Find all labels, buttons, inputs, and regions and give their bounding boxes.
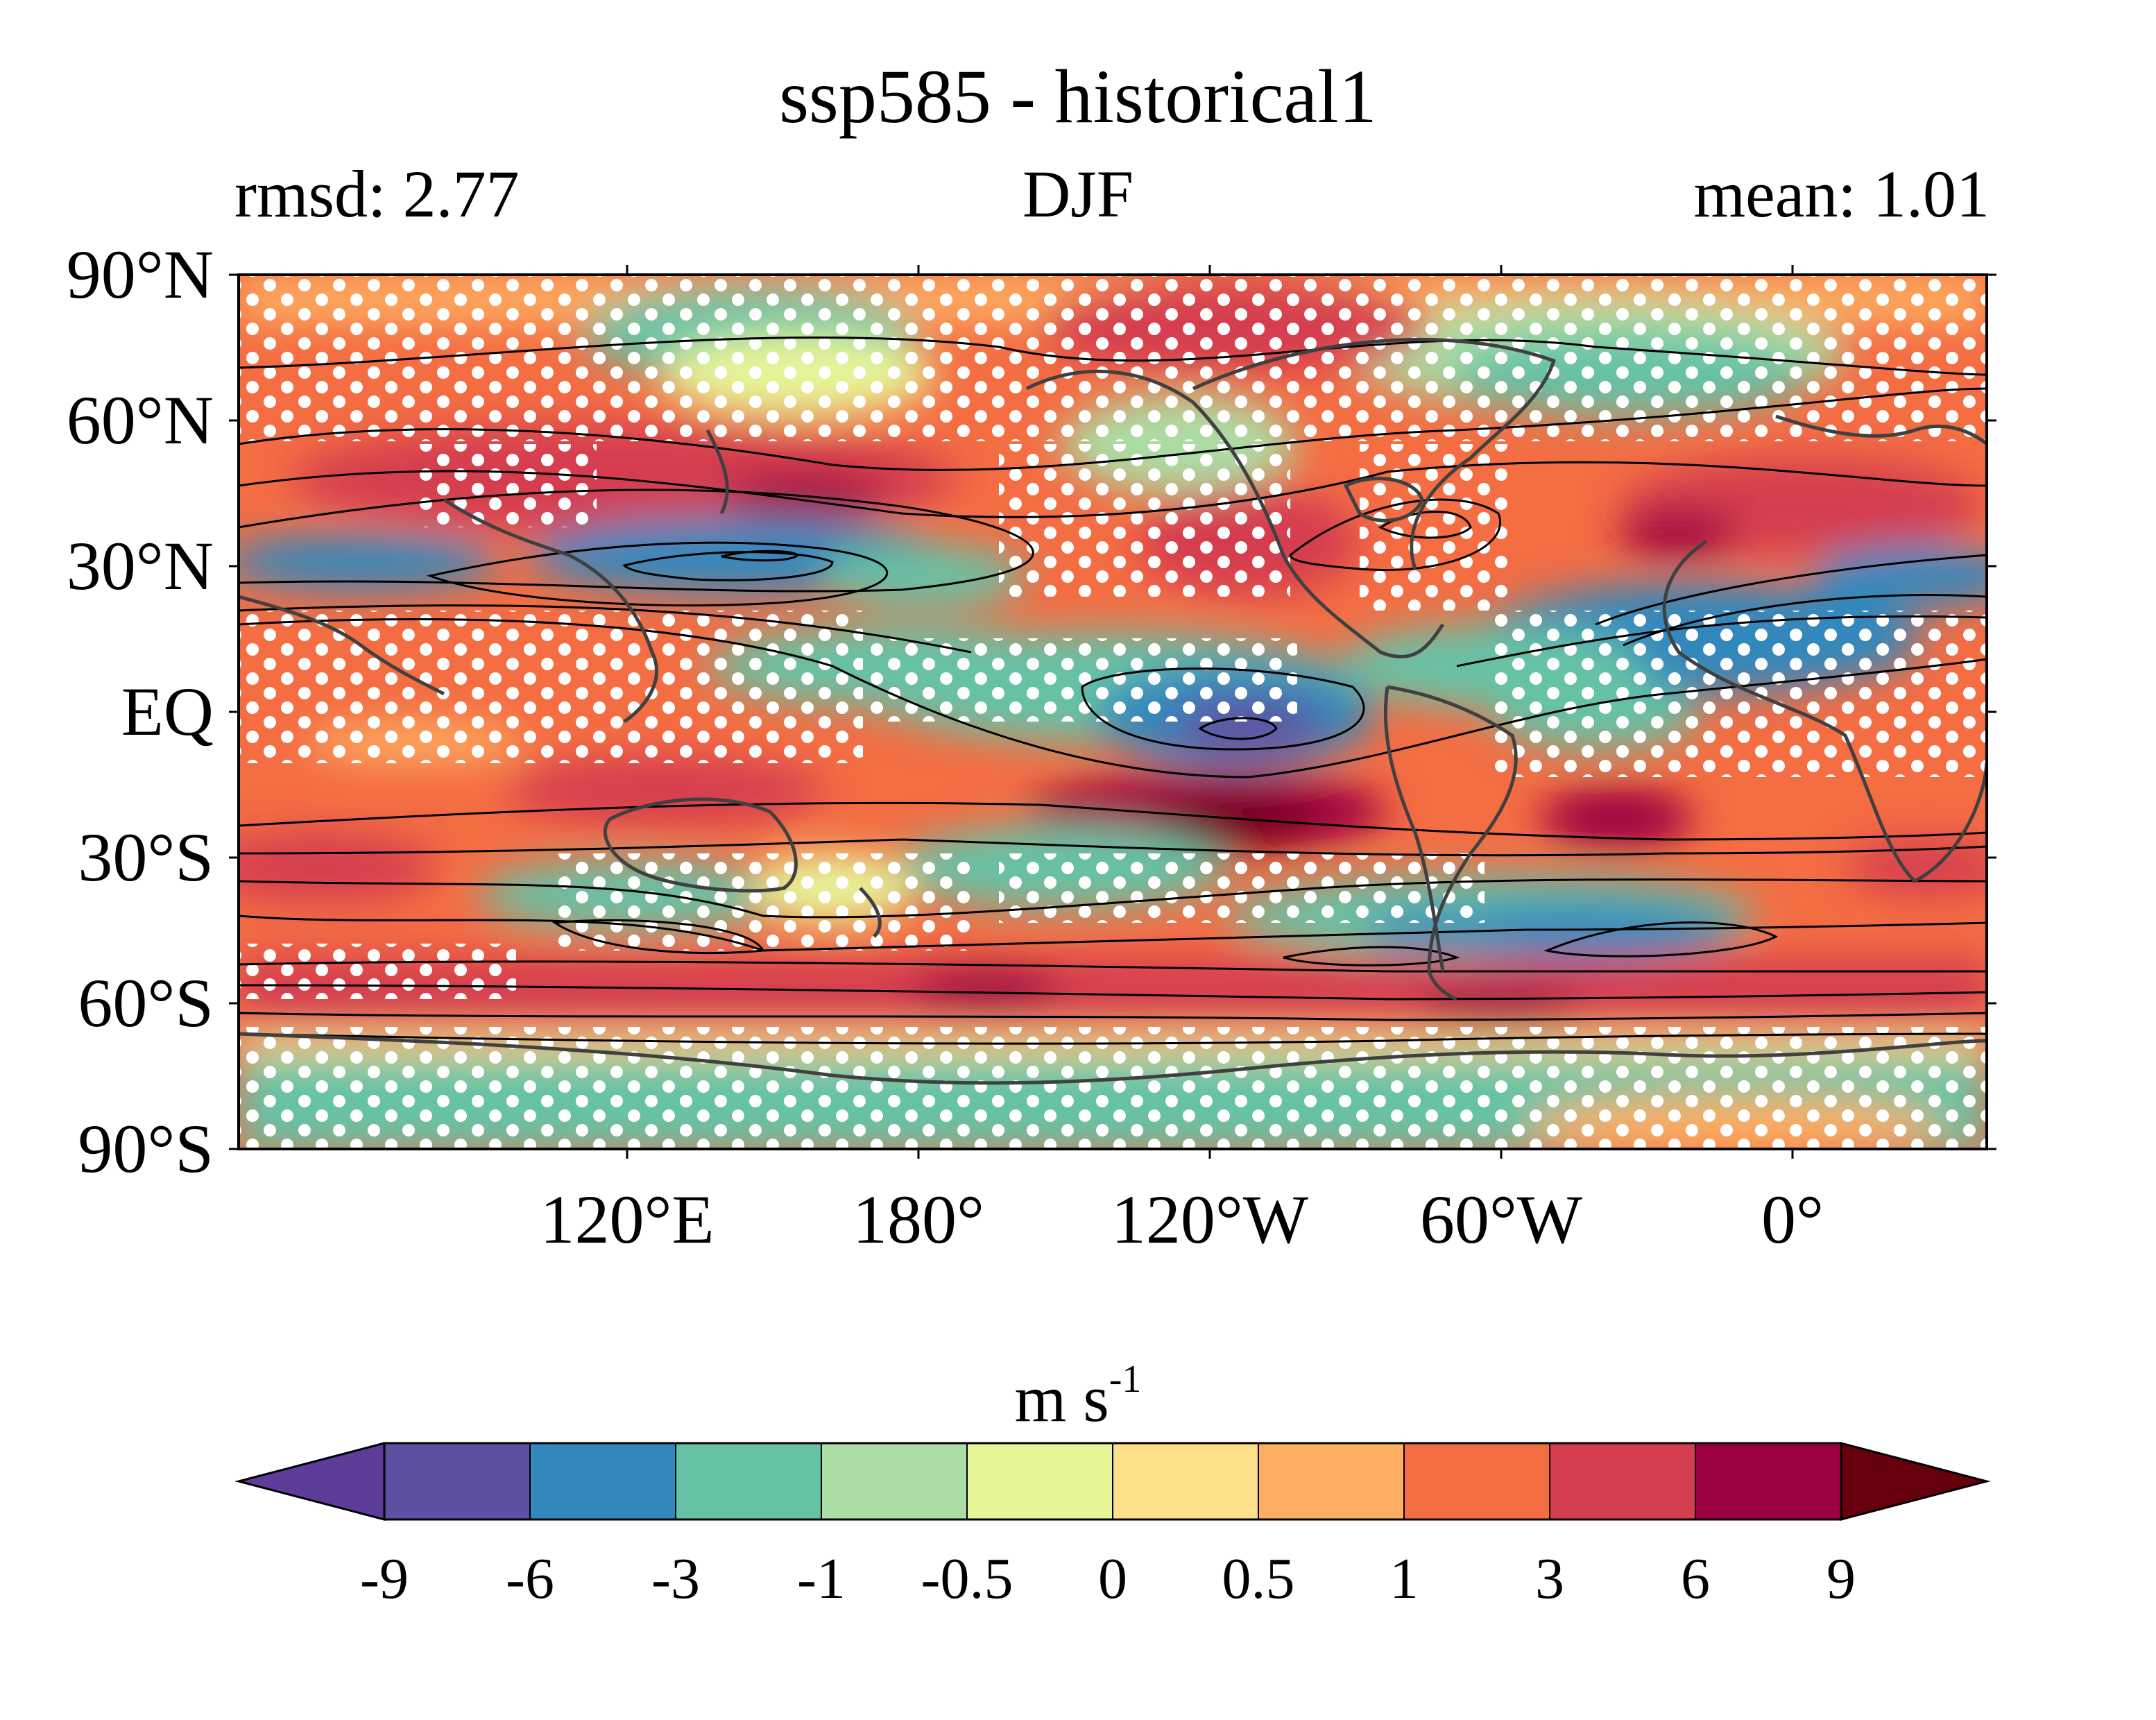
lat-label-60n: 60°N <box>66 382 214 459</box>
arabia-india-coast <box>239 595 445 696</box>
colorbar-bin <box>1113 1443 1258 1519</box>
lat-label-60s: 60°S <box>78 964 214 1041</box>
lon-label-0: 0° <box>1761 1181 1824 1258</box>
new-zealand-coast <box>859 887 882 938</box>
colorbar-tick-label: -6 <box>506 1547 554 1611</box>
antarctica-coast <box>239 1032 1987 1085</box>
east-asia-coast <box>443 497 658 724</box>
colorbar-extend-high <box>1840 1442 1991 1521</box>
colorbar-dividers <box>529 1443 1696 1519</box>
colorbar-bin <box>530 1443 676 1519</box>
season-label: DJF <box>1022 157 1134 231</box>
anomaly-blob <box>1811 545 1987 607</box>
lat-label-90s: 90°S <box>78 1110 214 1187</box>
colorbar-tick-label: 6 <box>1681 1547 1710 1611</box>
lat-label-eq: EQ <box>121 673 214 750</box>
colorbar-unit: m s-1 <box>0 1360 2156 1432</box>
climatology-contours <box>239 336 1987 1045</box>
colorbar-tick-label: 0.5 <box>1222 1547 1295 1611</box>
latitude-ticks <box>229 273 1996 1150</box>
lon-label-180: 180° <box>853 1181 984 1258</box>
colorbar-bin <box>1404 1443 1550 1519</box>
colorbar-bin <box>676 1443 821 1519</box>
canada-coast <box>1192 337 1556 570</box>
anomaly-blob <box>909 968 1061 1010</box>
africa-coast <box>1662 539 1987 883</box>
mean-label: mean: 1.01 <box>1693 157 1990 231</box>
colorbar-extend-low <box>234 1442 386 1521</box>
lat-label-30n: 30°N <box>66 527 214 604</box>
north-america-coast <box>1025 369 1445 658</box>
lon-label-120w: 120°W <box>1111 1181 1309 1258</box>
map-panel <box>239 275 1987 1149</box>
colorbar-bin <box>1258 1443 1404 1519</box>
coastlines <box>239 337 1987 1085</box>
rmsd-label: rmsd: 2.77 <box>234 157 520 231</box>
colorbar-unit-base: m s <box>1014 1361 1109 1436</box>
colorbar-tick-label: -3 <box>651 1547 700 1611</box>
anomaly-blob <box>1152 801 1318 843</box>
significance-stippling <box>239 275 1987 1149</box>
europe-coast <box>1775 414 1987 445</box>
japan-coast <box>705 429 729 515</box>
colorbar-bin <box>967 1443 1113 1519</box>
lat-label-30s: 30°S <box>78 819 214 896</box>
colorbar-bin <box>821 1443 967 1519</box>
hudson-bay-coast <box>1344 477 1424 522</box>
lon-label-120e: 120°E <box>540 1181 715 1258</box>
colorbar-unit-exponent: -1 <box>1109 1358 1142 1401</box>
anomaly-blob <box>506 756 825 826</box>
lat-label-90n: 90°N <box>66 236 214 313</box>
anomaly-blob <box>1616 510 1741 559</box>
colorbar <box>234 1442 1991 1521</box>
australia-coast <box>603 797 798 893</box>
colorbar-tick-label: 9 <box>1826 1547 1856 1611</box>
south-america-west-coast <box>1383 686 1445 972</box>
south-america-east-coast <box>1387 685 1518 1001</box>
anomaly-blob <box>1540 787 1693 850</box>
colorbar-tick-label: -1 <box>797 1547 846 1611</box>
colorbar-tick-label: -0.5 <box>921 1547 1013 1611</box>
colorbar-bin <box>1695 1443 1841 1519</box>
lon-label-60w: 60°W <box>1419 1181 1583 1258</box>
longitude-ticks <box>626 265 1794 1159</box>
anomaly-blob <box>239 833 437 902</box>
colorbar-tick-label: 0 <box>1098 1547 1127 1611</box>
colorbar-tick-label: 1 <box>1389 1547 1419 1611</box>
colorbar-tick-label: 3 <box>1535 1547 1564 1611</box>
anomaly-blob <box>1415 989 1582 1030</box>
colorbar-bin <box>1550 1443 1695 1519</box>
colorbar-tick-label: -9 <box>360 1547 409 1611</box>
figure-title: ssp585 - historical1 <box>779 54 1377 139</box>
colorbar-bin <box>384 1443 530 1519</box>
